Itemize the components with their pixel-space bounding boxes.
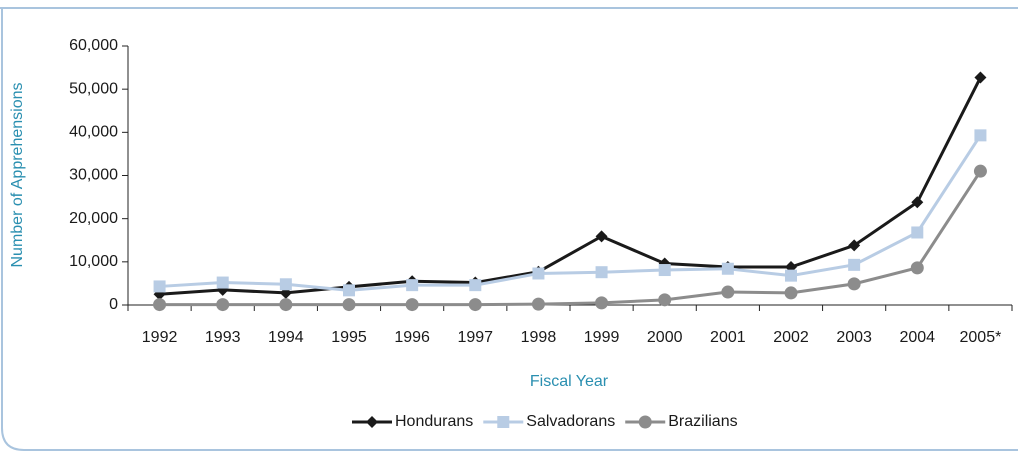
y-tick-label: 0 — [109, 296, 118, 313]
point — [847, 277, 861, 291]
x-tick-label: 1999 — [584, 329, 620, 346]
x-tick-label: 2001 — [710, 329, 746, 346]
frame — [1, 8, 1018, 451]
point — [785, 269, 797, 282]
point — [279, 298, 293, 312]
series-line — [159, 134, 982, 292]
x-axis-label: Fiscal Year — [530, 373, 609, 390]
point — [153, 298, 167, 312]
y-tick-label: 40,000 — [69, 124, 118, 141]
point — [911, 226, 924, 239]
point — [974, 71, 987, 84]
point — [910, 261, 924, 275]
point — [406, 279, 419, 292]
point — [911, 196, 924, 209]
x-tick-label: 1995 — [331, 329, 367, 346]
point — [343, 284, 355, 297]
y-tick-label: 60,000 — [69, 37, 118, 54]
legend-label: Hondurans — [395, 413, 473, 430]
point — [595, 296, 609, 310]
legend-marker — [638, 415, 652, 429]
point — [848, 258, 861, 271]
legend-marker — [497, 416, 510, 428]
point — [974, 129, 987, 142]
point — [721, 262, 734, 275]
point — [595, 230, 608, 243]
point — [532, 267, 545, 280]
x-tick-label: 1998 — [521, 329, 557, 346]
point — [658, 293, 672, 307]
legend-label: Salvadorans — [526, 413, 615, 430]
point — [784, 286, 798, 300]
legend-marker — [366, 416, 378, 428]
point — [469, 279, 482, 292]
x-tick-label: 1997 — [457, 329, 493, 346]
point — [658, 264, 671, 277]
x-tick-label: 2002 — [773, 329, 809, 346]
point — [279, 278, 292, 291]
legend-label: Brazilians — [668, 413, 737, 430]
point — [595, 266, 608, 279]
y-axis-label: Number of Apprehensions — [9, 83, 26, 268]
x-tick-label: 2003 — [836, 329, 872, 346]
point — [973, 164, 987, 178]
point — [153, 280, 166, 293]
y-tick-label: 30,000 — [69, 167, 118, 184]
point — [216, 298, 230, 312]
x-tick-label: 1992 — [142, 329, 178, 346]
series-line — [159, 170, 982, 307]
point — [216, 276, 229, 289]
x-tick-label: 1993 — [205, 329, 241, 346]
series-line — [159, 76, 982, 296]
x-tick-label: 2000 — [647, 329, 683, 346]
point — [468, 298, 482, 312]
point — [405, 298, 419, 312]
y-tick-label: 50,000 — [69, 80, 118, 97]
point — [342, 298, 356, 312]
x-tick-label: 1996 — [394, 329, 430, 346]
point — [531, 297, 545, 311]
x-tick-label: 1994 — [268, 329, 304, 346]
y-tick-label: 20,000 — [69, 210, 118, 227]
point — [721, 285, 735, 299]
point — [848, 239, 861, 252]
x-tick-label: 2004 — [899, 329, 935, 346]
x-tick-label: 2005* — [960, 329, 1002, 346]
y-tick-label: 10,000 — [69, 253, 118, 270]
